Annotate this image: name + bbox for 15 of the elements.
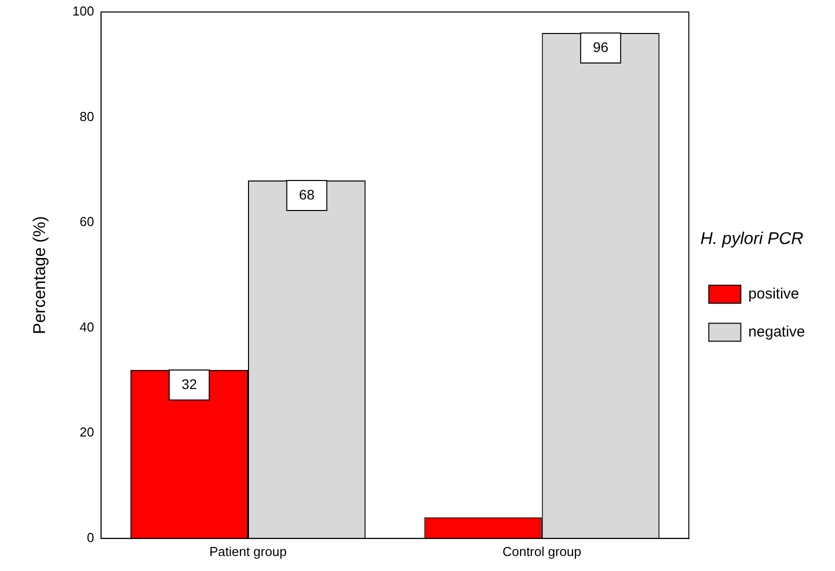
- y-tick-label: 80: [80, 108, 94, 124]
- y-tick-label: 100: [72, 4, 94, 19]
- y-tick-label: 40: [80, 319, 94, 334]
- x-tick-label: Control group: [502, 544, 582, 559]
- data-label: 96: [592, 38, 609, 55]
- legend-label: negative: [748, 323, 806, 340]
- x-tick-label: Patient group: [209, 544, 287, 559]
- y-axis-title: Percentage (%): [30, 216, 49, 334]
- y-tick-label: 0: [86, 530, 94, 545]
- y-tick-label: 20: [80, 424, 94, 440]
- data-label: 32: [181, 376, 198, 392]
- legend-label: positive: [748, 285, 800, 302]
- data-label: 68: [298, 186, 315, 202]
- legend-title: H. pylori PCR: [700, 229, 804, 248]
- y-tick-label: 60: [80, 214, 94, 230]
